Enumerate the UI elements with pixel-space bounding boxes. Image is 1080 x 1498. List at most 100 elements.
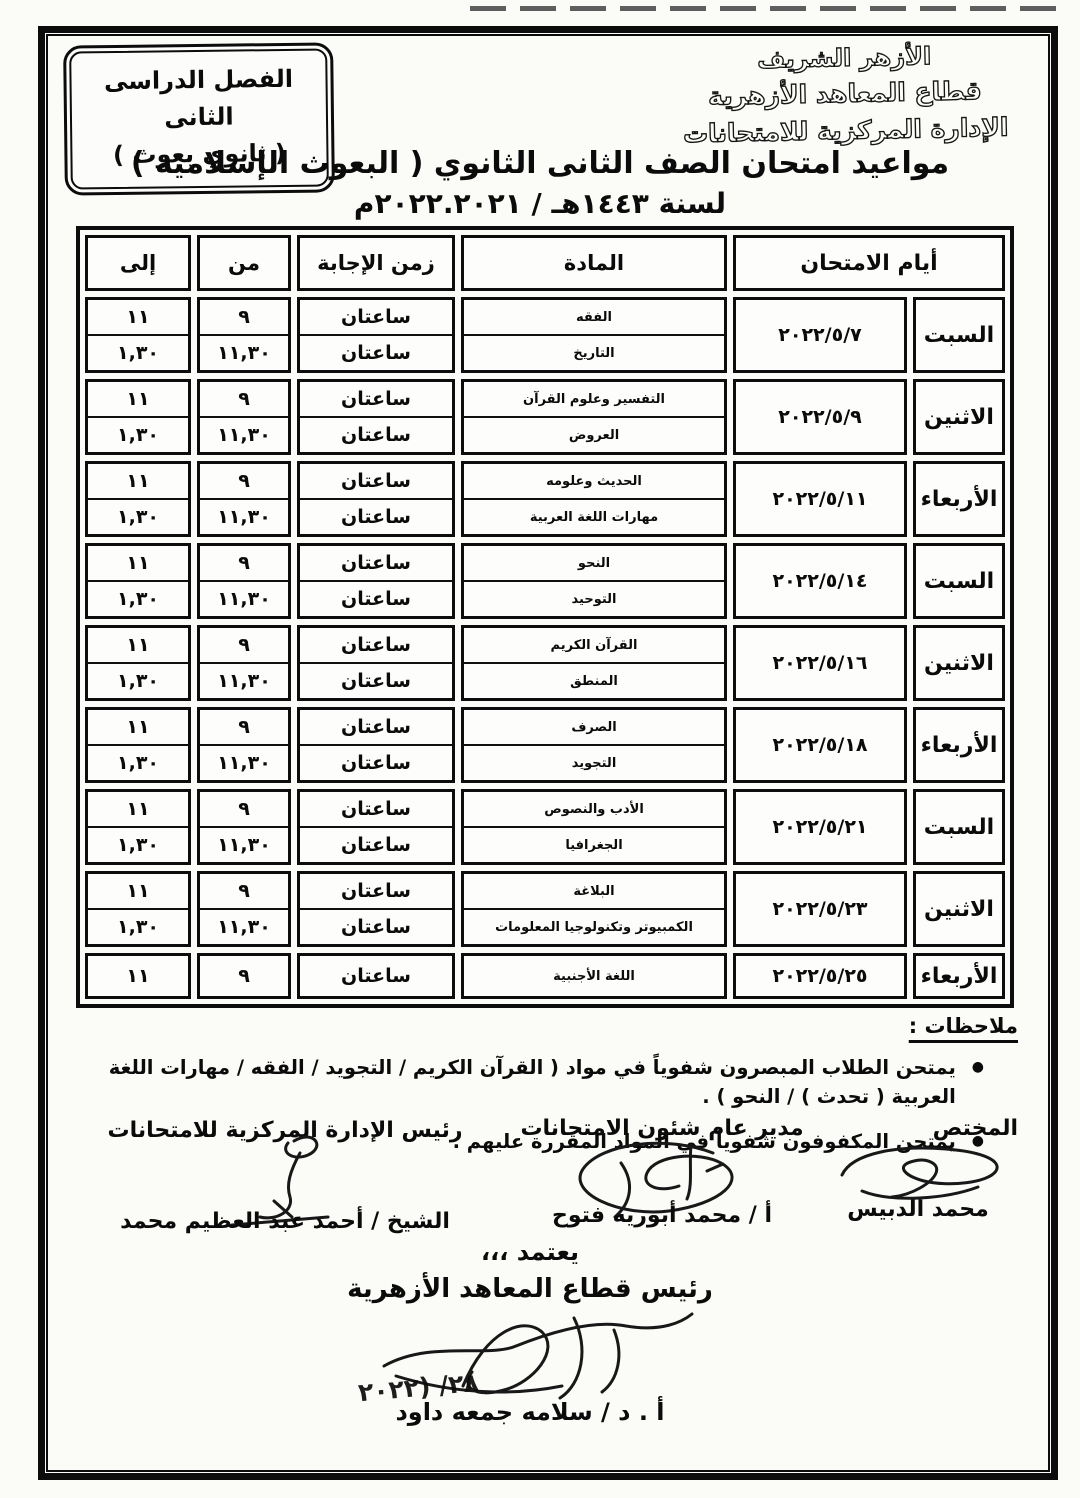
duration-cell: ساعتان ساعتان <box>297 297 455 373</box>
table-row: السبت ٢٠٢٢/٥/١٤ النحو التوحيد ساعتان ساع… <box>85 543 1005 619</box>
notes-section: ملاحظات : ● يمتحن الطلاب المبصرون شفوياً… <box>70 1014 1018 1156</box>
to-session-2: ١,٣٠ <box>88 826 188 862</box>
subject-session-2: العروض <box>464 416 724 452</box>
from-session-1: ٩ <box>238 306 250 328</box>
from-cell: ٩ ١١,٣٠ <box>197 461 291 537</box>
from-session-1: ٩ <box>238 634 250 656</box>
header-to: إلى <box>85 235 191 291</box>
scan-artifact <box>470 6 1066 11</box>
exam-table: أيام الامتحان المادة زمن الإجابة من إلى … <box>76 226 1014 1008</box>
note-text-1: يمتحن الطلاب المبصرون شفوياً في مواد ( ا… <box>108 1056 956 1109</box>
to-session-1: ١١ <box>126 798 150 820</box>
from-session-1: ٩ <box>238 798 250 820</box>
from-session-1: ٩ <box>238 552 250 574</box>
to-session-2: ١,٣٠ <box>88 908 188 944</box>
to-session-2: ١,٣٠ <box>88 416 188 452</box>
notes-heading: ملاحظات : <box>908 1014 1018 1038</box>
duration-session-2: ساعتان <box>300 662 452 698</box>
approval-title: رئيس قطاع المعاهد الأزهرية <box>347 1274 713 1304</box>
from-session-2: ١١,٣٠ <box>200 334 288 370</box>
subject-session-2: مهارات اللغة العربية <box>464 498 724 534</box>
bullet-icon: ● <box>971 1132 984 1149</box>
signature-block-central-admin-head: رئيس الإدارة المركزية للامتحانات الشيخ /… <box>100 1118 470 1234</box>
exam-date-cell: ٢٠٢٢/٥/١١ <box>733 461 907 537</box>
exam-date-cell: ٢٠٢٢/٥/٩ <box>733 379 907 455</box>
semester-line-1: الفصل الدراسى الثانى <box>103 64 294 132</box>
duration-cell: ساعتان ساعتان <box>297 871 455 947</box>
to-cell: ١١ ١,٣٠ <box>85 707 191 783</box>
to-cell: ١١ ١,٣٠ <box>85 543 191 619</box>
to-cell: ١١ <box>85 953 191 999</box>
president-name: أ . د / سلامه جمعه داود <box>395 1398 665 1426</box>
letterhead-line-1: الأزهر الشريف <box>757 41 932 74</box>
central-admin-head-name: الشيخ / أحمد عبد العظيم محمد <box>120 1209 450 1234</box>
signature-scribble-central-admin-head <box>230 1135 330 1227</box>
table-row: الأربعاء ٢٠٢٢/٥/١٨ الصرف التجويد ساعتان … <box>85 707 1005 783</box>
exam-day-cell: الاثنين <box>913 871 1005 947</box>
from-session-2: ١١,٣٠ <box>200 826 288 862</box>
from-cell: ٩ ١١,٣٠ <box>197 379 291 455</box>
from-session-1: ٩ <box>238 880 250 902</box>
duration-session-2: ساعتان <box>300 498 452 534</box>
subject-session-1: الصرف <box>571 719 617 735</box>
approval-signature-area: ٢٨/ (٢٠٢٢ <box>290 1300 770 1410</box>
from-session-2: ١١,٣٠ <box>200 498 288 534</box>
duration-session-1: ساعتان <box>341 798 411 820</box>
to-session-2: ١,٣٠ <box>88 580 188 616</box>
duration-cell: ساعتان ساعتان <box>297 543 455 619</box>
to-session-2: ١,٣٠ <box>88 744 188 780</box>
duration-session-2: ساعتان <box>300 908 452 944</box>
exam-date-cell: ٢٠٢٢/٥/١٨ <box>733 707 907 783</box>
from-session-2: ١١,٣٠ <box>200 744 288 780</box>
to-cell: ١١ ١,٣٠ <box>85 379 191 455</box>
subject-cell: القرآن الكريم المنطق <box>461 625 727 701</box>
duration-session-2: ساعتان <box>300 744 452 780</box>
duration-session-2: ساعتان <box>300 334 452 370</box>
from-session-1: ٩ <box>238 470 250 492</box>
duration-session-1: ساعتان <box>341 306 411 328</box>
exams-director-title: مدير عام شئون الامتحانات <box>520 1116 804 1141</box>
exam-date-cell: ٢٠٢٢/٥/٢١ <box>733 789 907 865</box>
exam-date-cell: ٢٠٢٢/٥/٧ <box>733 297 907 373</box>
signature-scribble-specialist <box>840 1146 999 1200</box>
subject-session-2: التوحيد <box>464 580 724 616</box>
subject-cell: البلاغة الكمبيوتر وتكنولوجيا المعلومات <box>461 871 727 947</box>
to-cell: ١١ ١,٣٠ <box>85 789 191 865</box>
subject-session-2: الكمبيوتر وتكنولوجيا المعلومات <box>464 908 724 944</box>
subject-cell: الصرف التجويد <box>461 707 727 783</box>
central-admin-head-title: رئيس الإدارة المركزية للامتحانات <box>107 1118 463 1143</box>
duration-cell: ساعتان ساعتان <box>297 461 455 537</box>
exam-day-cell: السبت <box>913 297 1005 373</box>
azhar-letterhead: الأزهر الشريف قطاع المعاهد الأزهرية الإد… <box>649 36 1041 160</box>
letterhead-line-2: قطاع المعاهد الأزهرية <box>708 75 982 112</box>
header-exam-days: أيام الامتحان <box>733 235 1005 291</box>
from-cell: ٩ ١١,٣٠ <box>197 707 291 783</box>
table-row: الاثنين ٢٠٢٢/٥/١٦ القرآن الكريم المنطق س… <box>85 625 1005 701</box>
from-session-2: ١١,٣٠ <box>200 908 288 944</box>
table-row: الأربعاء ٢٠٢٢/٥/٢٥ اللغة الأجنبية ساعتان… <box>85 953 1005 999</box>
duration-cell: ساعتان ساعتان <box>297 789 455 865</box>
from-cell: ٩ ١١,٣٠ <box>197 625 291 701</box>
title-line-1: مواعيد امتحان الصف الثانى الثانوي ( البع… <box>130 146 950 181</box>
to-cell: ١١ ١,٣٠ <box>85 871 191 947</box>
from-cell: ٩ <box>197 953 291 999</box>
exam-day-cell: الأربعاء <box>913 707 1005 783</box>
duration-session-1: ساعتان <box>341 470 411 492</box>
subject-session-1: البلاغة <box>573 883 615 899</box>
to-session-1: ١١ <box>126 634 150 656</box>
to-cell: ١١ ١,٣٠ <box>85 297 191 373</box>
exam-date-cell: ٢٠٢٢/٥/١٦ <box>733 625 907 701</box>
table-header-row: أيام الامتحان المادة زمن الإجابة من إلى <box>85 235 1005 291</box>
duration-session-2: ساعتان <box>300 580 452 616</box>
exam-table-body: السبت ٢٠٢٢/٥/٧ الفقه التاريخ ساعتان ساعت… <box>85 297 1005 999</box>
duration-cell: ساعتان ساعتان <box>297 379 455 455</box>
exam-day-cell: الاثنين <box>913 625 1005 701</box>
header-duration: زمن الإجابة <box>297 235 455 291</box>
subject-cell: الفقه التاريخ <box>461 297 727 373</box>
exam-day-cell: الاثنين <box>913 379 1005 455</box>
subject-cell: الأدب والنصوص الجغرافيا <box>461 789 727 865</box>
exams-director-name: أ / محمد أبوريه فتوح <box>551 1203 773 1228</box>
from-session-1: ٩ <box>238 716 250 738</box>
specialist-title: المختص <box>932 1116 1018 1141</box>
